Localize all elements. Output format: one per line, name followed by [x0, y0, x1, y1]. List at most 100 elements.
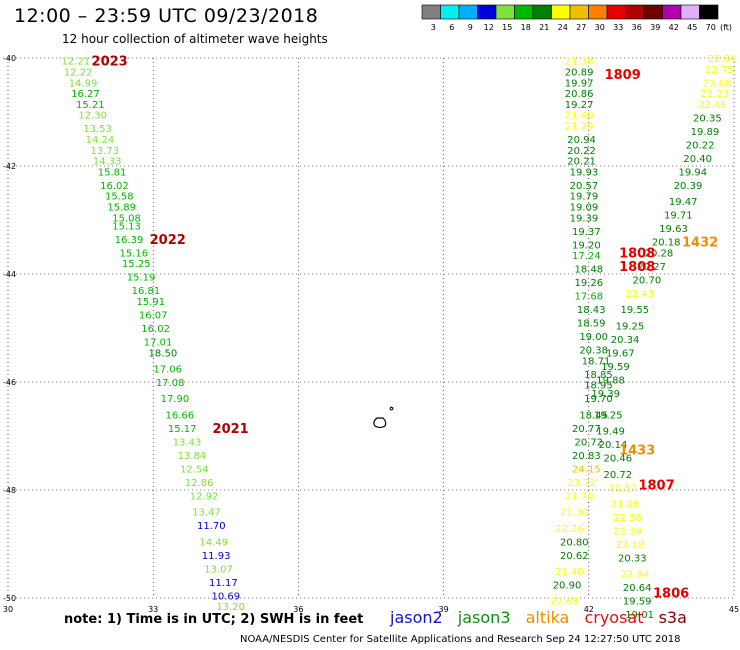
legend-swatch — [643, 4, 663, 20]
wave-value-label: 20.72 — [574, 437, 603, 448]
pass-time-label: 1809 — [605, 68, 641, 83]
legend-swatch — [458, 4, 478, 20]
legend-value: 12 — [484, 23, 494, 32]
axis-ticks: 30 33 36 39 42 45 -40 -42 -44 -46 -48 -50 — [3, 54, 739, 614]
legend-value: 45 — [687, 23, 697, 32]
wave-value-label: 18.45 — [579, 410, 608, 421]
wave-value-label: 19.00 — [579, 332, 608, 343]
wave-value-label: 19.59 — [623, 597, 652, 608]
footnote: note: 1) Time is in UTC; 2) SWH is in fe… — [64, 612, 364, 627]
wave-value-label: 15.58 — [105, 192, 134, 203]
wave-value-label: 20.70 — [633, 275, 662, 286]
legend-value: 30 — [595, 23, 605, 32]
wave-value-label: 19.71 — [664, 211, 693, 222]
wave-value-label: 18.71 — [582, 356, 611, 367]
wave-value-label: 19.94 — [679, 167, 708, 178]
x-tick-label: 39 — [439, 605, 449, 614]
wave-value-label: 11.70 — [197, 521, 226, 532]
wave-value-label: 17.90 — [161, 394, 190, 405]
wave-value-label: 19.27 — [565, 100, 594, 111]
wave-value-label: 18.95 — [584, 381, 613, 392]
wave-value-label: 14.49 — [199, 537, 228, 548]
pass-time-label: 1808 — [619, 246, 655, 261]
pass-time-label: 2023 — [92, 55, 128, 70]
wave-value-label: 23.72 — [567, 478, 596, 489]
y-tick-label: -42 — [3, 162, 16, 171]
wave-value-label: 20.72 — [604, 470, 633, 481]
wave-value-label: 20.38 — [579, 346, 608, 357]
wave-value-label: 20.62 — [560, 551, 589, 562]
legend-swatch — [495, 4, 515, 20]
wave-value-label: 19.70 — [584, 394, 613, 405]
legend-swatch — [477, 4, 497, 20]
legend-value: 9 — [468, 23, 473, 32]
wave-value-label: 14.99 — [69, 78, 98, 89]
wave-value-label: 16.02 — [141, 324, 170, 335]
wave-value-label: 11.93 — [202, 551, 231, 562]
satellite-jason3: jason3 — [457, 608, 511, 627]
legend-value: 15 — [502, 23, 512, 32]
wave-value-label: 22.26 — [555, 524, 584, 535]
island-outline — [373, 406, 394, 429]
legend-swatch — [569, 4, 589, 20]
wave-value-label: 19.37 — [572, 227, 601, 238]
wave-value-label: 19.39 — [570, 213, 599, 224]
pass-time-label: 2022 — [150, 233, 186, 248]
wave-value-label: 16.81 — [132, 286, 161, 297]
legend-swatch — [514, 4, 534, 20]
wave-value-label: 19.88 — [596, 375, 625, 386]
legend-swatch — [699, 4, 719, 20]
legend-swatch — [680, 4, 700, 20]
wave-value-label: 22.84 — [708, 54, 737, 65]
legend-swatch — [588, 4, 608, 20]
wave-value-label: 12.92 — [190, 491, 219, 502]
wave-value-label: 20.90 — [553, 581, 582, 592]
y-tick-label: -40 — [3, 54, 16, 63]
wave-value-label: 13.73 — [90, 146, 119, 157]
y-tick-label: -50 — [3, 594, 16, 603]
wave-value-label: 13.53 — [83, 124, 112, 135]
wave-value-label: 22.94 — [620, 570, 649, 581]
wave-value-label: 20.22 — [686, 140, 715, 151]
wave-value-label: 22.39 — [613, 527, 642, 538]
wave-value-label: 19.39 — [591, 389, 620, 400]
wave-value-label: 16.27 — [71, 89, 100, 100]
chart-title: 12:00 – 23:59 UTC 09/23/2018 — [14, 5, 319, 27]
satellite-cryosat: cryosat — [584, 608, 644, 627]
wave-value-label: 16.02 — [100, 181, 129, 192]
wave-value-label: 23.18 — [616, 540, 645, 551]
wave-value-label: 13.20 — [216, 602, 245, 613]
wave-value-label: 15.08 — [112, 213, 141, 224]
wave-value-label: 15.25 — [122, 259, 151, 270]
wave-value-label: 17.01 — [144, 338, 173, 349]
satellite-s3a: s3a — [658, 608, 687, 627]
credit-line: NOAA/NESDIS Center for Satellite Applica… — [240, 634, 681, 645]
x-tick-label: 42 — [584, 605, 594, 614]
wave-value-label: 19.49 — [596, 427, 625, 438]
wave-value-label: 12.30 — [78, 111, 107, 122]
satellite-legend: jason2 jason3 altika cryosat s3a — [390, 608, 697, 627]
wave-value-label: 17.68 — [574, 292, 603, 303]
wave-value-label: 20.46 — [604, 454, 633, 465]
wave-value-label: 21.29 — [565, 122, 594, 133]
wave-value-label: 21.08 — [611, 500, 640, 511]
wave-value-label: 17.24 — [572, 251, 601, 262]
wave-value-label: 13.07 — [204, 564, 233, 575]
wave-value-label: 15.17 — [168, 424, 197, 435]
y-tick-label: -48 — [3, 486, 16, 495]
wave-value-label: 20.86 — [565, 89, 594, 100]
legend-swatch — [440, 4, 460, 20]
wave-value-label: 19.09 — [570, 203, 599, 214]
wave-value-label: 17.08 — [156, 378, 185, 389]
legend-swatch — [625, 4, 645, 20]
wave-value-label: 20.28 — [645, 248, 674, 259]
y-tick-label: -44 — [3, 270, 16, 279]
wave-value-label: 20.83 — [572, 451, 601, 462]
pass-time-label: 1808 — [619, 260, 655, 275]
legend-swatch — [532, 4, 552, 20]
wave-value-label: 20.57 — [570, 181, 599, 192]
legend-value: 39 — [650, 23, 660, 32]
wave-value-label: 19.20 — [572, 240, 601, 251]
wave-value-label: 14.33 — [93, 157, 122, 168]
